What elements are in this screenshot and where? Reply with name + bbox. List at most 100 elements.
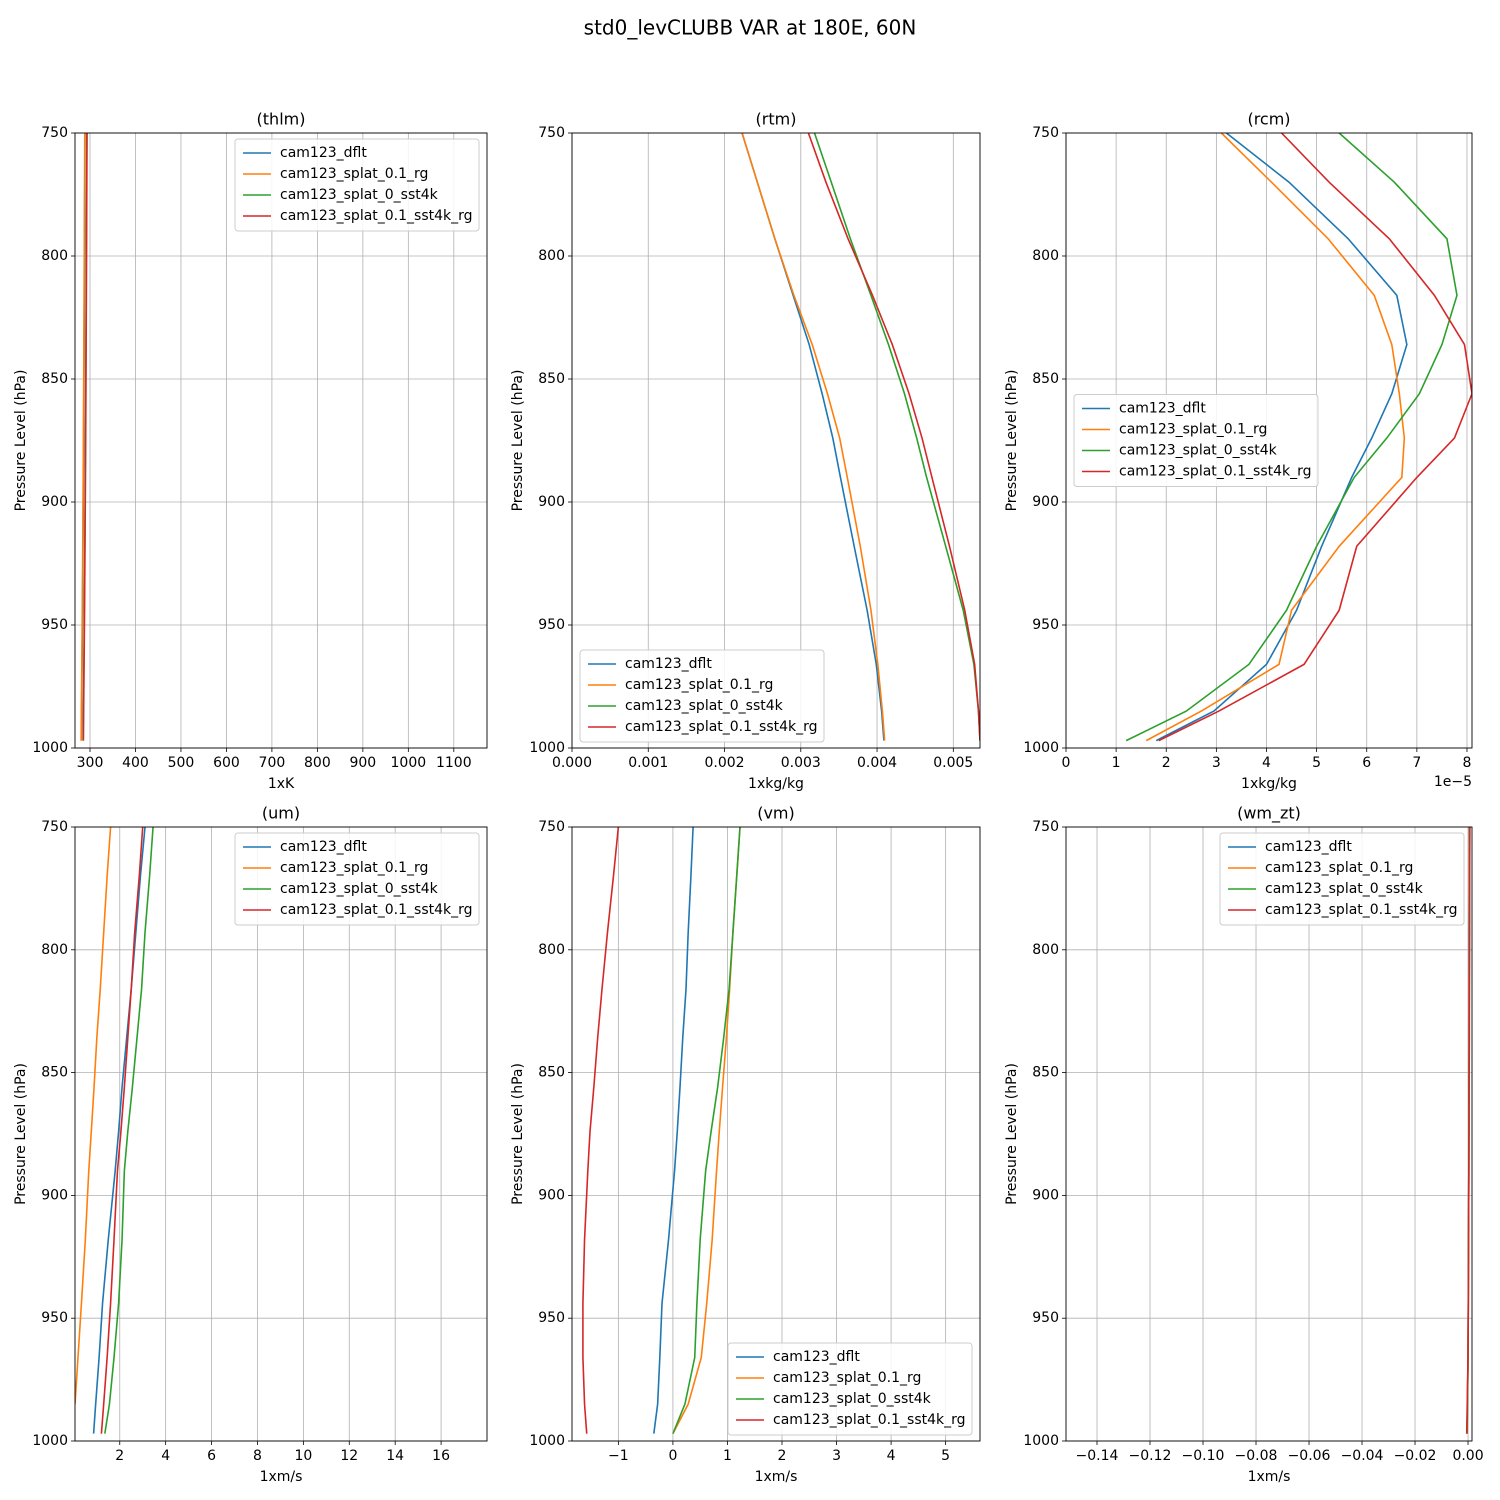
x-tick-label: −0.10 <box>1182 1448 1225 1464</box>
y-tick-label: 750 <box>41 819 68 835</box>
subplot: −0.14 −0.12 −0.10 −0.08 −0.06 −0.04 −0.02 0.00 7… <box>1004 804 1484 1486</box>
subplot: −1 0 1 2 3 4 5 750 800 850 900 950 1000 (vm) 1xm/s Pres… <box>510 804 981 1485</box>
axes-frame <box>1065 826 1473 1442</box>
x-tick-label: 3 <box>1212 755 1221 771</box>
y-tick-label: 900 <box>41 1187 68 1203</box>
x-axis-label: 1xK <box>268 776 295 792</box>
x-tick-label: 1 <box>723 1448 732 1464</box>
x-tick-label: 1100 <box>436 755 472 771</box>
legend: cam123_dflt cam123_splat_0.1_rg cam123_spl… <box>727 1342 973 1436</box>
y-tick-label: 900 <box>538 1187 565 1203</box>
legend-label: cam123_splat_0_sst4k <box>1119 443 1278 459</box>
x-axis-label: 1xm/s <box>1248 1469 1291 1485</box>
legend-box <box>579 649 825 743</box>
x-tick-label: 0.000 <box>552 755 592 771</box>
x-tick-label: 7 <box>1412 755 1421 771</box>
legend-label: cam123_splat_0.1_sst4k_rg <box>1119 464 1312 480</box>
series-line <box>100 827 144 1434</box>
x-tick-label: 0 <box>668 1448 677 1464</box>
y-tick-label: 750 <box>41 125 68 141</box>
legend: cam123_dflt cam123_splat_0.1_rg cam123_spl… <box>234 138 480 232</box>
subplot-title: (um) <box>262 804 300 823</box>
legend: cam123_dflt cam123_splat_0.1_rg cam123_spl… <box>234 832 480 926</box>
legend-label: cam123_dflt <box>1265 839 1352 855</box>
y-tick-label: 950 <box>1032 1310 1059 1326</box>
axes-frame <box>571 826 981 1442</box>
y-tick-label: 900 <box>41 494 68 510</box>
legend-label: cam123_splat_0.1_sst4k_rg <box>773 1412 966 1428</box>
subplot: 0.000 0.001 0.002 0.003 0.004 0.005 750 800 850 9… <box>510 110 981 792</box>
legend-box <box>1219 832 1465 926</box>
legend-label: cam123_splat_0.1_sst4k_rg <box>280 902 473 918</box>
x-tick-label: 800 <box>304 755 331 771</box>
x-tick-label: 12 <box>340 1448 358 1464</box>
x-tick-label: −0.14 <box>1076 1448 1119 1464</box>
x-offset-label: 1e−5 <box>1434 774 1472 790</box>
axes-frame <box>1065 132 1473 749</box>
series-line <box>1145 133 1406 742</box>
x-tick-label: 8 <box>1463 755 1472 771</box>
y-tick-label: 1000 <box>1023 740 1059 756</box>
y-axis-label: Pressure Level (hPa) <box>13 1063 29 1205</box>
y-tick-label: 1000 <box>1023 1433 1059 1449</box>
legend: cam123_dflt cam123_splat_0.1_rg cam123_spl… <box>1219 832 1465 926</box>
x-tick-label: −0.02 <box>1394 1448 1437 1464</box>
series-line <box>672 827 741 1434</box>
series-line <box>807 133 980 741</box>
y-tick-label: 950 <box>538 1310 565 1326</box>
y-tick-label: 1000 <box>32 1433 68 1449</box>
series-line <box>741 133 885 741</box>
x-tick-label: 5 <box>941 1448 950 1464</box>
x-tick-label: −0.08 <box>1235 1448 1278 1464</box>
x-tick-label: −1 <box>608 1448 629 1464</box>
x-tick-label: 0 <box>1062 755 1071 771</box>
x-tick-label: 0.003 <box>781 755 821 771</box>
y-tick-label: 950 <box>1032 617 1059 633</box>
subplot: 2 4 6 8 10 12 14 16 750 800 850 900 950 1000 (um) 1xm/s… <box>13 804 488 1485</box>
x-tick-label: 0.004 <box>857 755 897 771</box>
y-axis-label: Pressure Level (hPa) <box>510 1063 526 1205</box>
x-tick-label: 600 <box>213 755 240 771</box>
series-line <box>1155 133 1408 742</box>
legend-label: cam123_splat_0.1_sst4k_rg <box>1265 902 1458 918</box>
x-tick-label: 0.001 <box>628 755 668 771</box>
legend-label: cam123_splat_0_sst4k <box>773 1391 932 1407</box>
series-line <box>92 827 146 1434</box>
x-tick-label: 900 <box>349 755 376 771</box>
legend-label: cam123_dflt <box>773 1349 860 1365</box>
legend-label: cam123_splat_0_sst4k <box>280 187 439 203</box>
y-tick-label: 800 <box>1032 942 1059 958</box>
x-tick-label: 1 <box>1112 755 1121 771</box>
subplot-title: (vm) <box>757 804 795 823</box>
legend-box <box>234 832 480 926</box>
x-tick-label: 16 <box>432 1448 450 1464</box>
y-tick-label: 800 <box>1032 248 1059 264</box>
x-tick-label: 300 <box>77 755 104 771</box>
x-tick-label: −0.12 <box>1129 1448 1172 1464</box>
x-tick-label: 3 <box>832 1448 841 1464</box>
x-axis-label: 1xkg/kg <box>748 776 804 792</box>
series-line <box>741 133 886 741</box>
series-line <box>1125 133 1458 742</box>
series-line <box>653 827 694 1434</box>
legend-label: cam123_splat_0_sst4k <box>280 881 439 897</box>
x-tick-label: 2 <box>115 1448 124 1464</box>
x-axis-label: 1xkg/kg <box>1241 776 1297 792</box>
y-tick-label: 900 <box>538 494 565 510</box>
subplot-title: (rtm) <box>756 110 797 129</box>
legend-label: cam123_splat_0.1_rg <box>280 166 428 182</box>
y-tick-label: 850 <box>538 371 565 387</box>
figure-title: std0_levCLUBB VAR at 180E, 60N <box>584 16 917 40</box>
x-tick-label: −0.06 <box>1288 1448 1331 1464</box>
axes-frame <box>74 826 488 1442</box>
y-tick-label: 1000 <box>32 740 68 756</box>
legend: cam123_dflt cam123_splat_0.1_rg cam123_spl… <box>1073 394 1319 487</box>
x-tick-label: 0.005 <box>933 755 973 771</box>
x-axis-label: 1xm/s <box>260 1469 303 1485</box>
y-tick-label: 900 <box>1032 494 1059 510</box>
axes-frame <box>74 132 488 749</box>
legend-label: cam123_splat_0.1_rg <box>1119 422 1267 438</box>
x-tick-label: 0.00 <box>1452 1448 1483 1464</box>
legend-label: cam123_splat_0_sst4k <box>1265 881 1424 897</box>
